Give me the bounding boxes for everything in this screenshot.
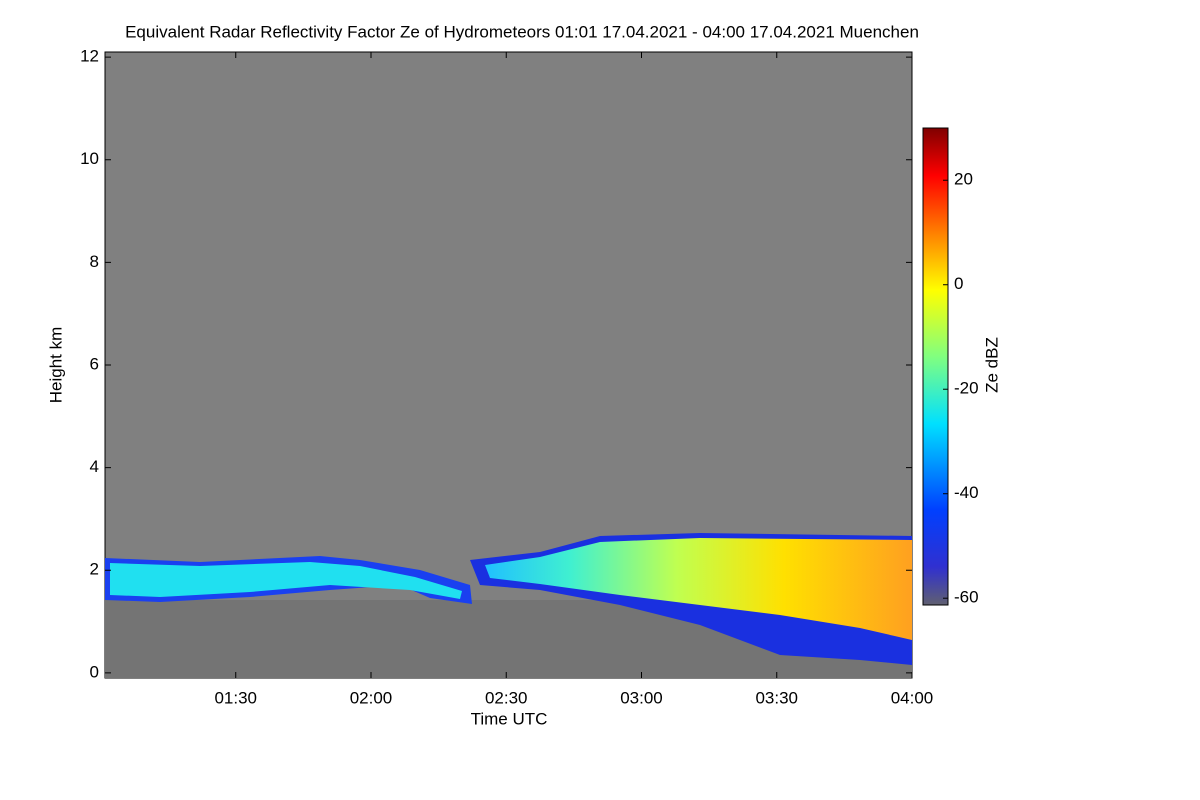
echo-layer: [110, 562, 462, 599]
chart-title: Equivalent Radar Reflectivity Factor Ze …: [125, 22, 919, 41]
colorbar-tick-label: 20: [954, 170, 973, 189]
x-axis-label: Time UTC: [471, 709, 548, 728]
colorbar-label: Ze dBZ: [982, 337, 1001, 393]
y-tick-label: 6: [90, 354, 99, 373]
colorbar: [922, 127, 949, 606]
colorbar-tick-label: 0: [954, 274, 963, 293]
x-tick-label: 02:00: [350, 688, 393, 707]
colorbar-tick-label: -60: [954, 588, 979, 607]
x-tick-label: 04:00: [891, 688, 934, 707]
y-tick-label: 8: [90, 252, 99, 271]
echo-layer: [485, 538, 912, 640]
y-axis-label: Height km: [46, 327, 65, 404]
colorbar-tick-label: -40: [954, 483, 979, 502]
x-tick-label: 02:30: [485, 688, 528, 707]
x-tick-label: 03:00: [620, 688, 663, 707]
colorbar-tick-label: -20: [954, 379, 979, 398]
x-tick-label: 01:30: [214, 688, 257, 707]
y-tick-label: 4: [90, 457, 99, 476]
y-tick-label: 2: [90, 560, 99, 579]
y-tick-label: 10: [80, 149, 99, 168]
y-tick-label: 12: [80, 47, 99, 66]
y-tick-label: 0: [90, 662, 99, 681]
x-tick-label: 03:30: [755, 688, 798, 707]
